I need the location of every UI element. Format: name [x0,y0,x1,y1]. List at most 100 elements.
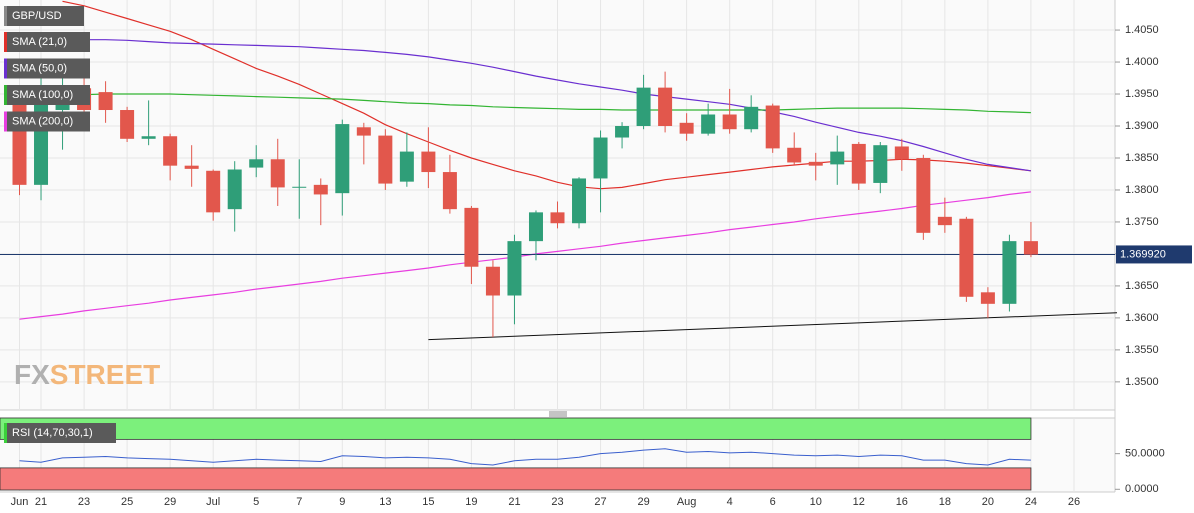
sma-line [19,93,1031,114]
x-tick-label: 9 [339,496,345,508]
x-tick-label: 6 [770,496,776,508]
legend-box [4,58,90,79]
overbought-band [0,417,1032,440]
candle-body [270,159,285,188]
oversold-band [0,467,1032,491]
y-tick-label: 1.3800 [1125,184,1159,196]
candle-body [894,146,909,160]
splitter[interactable] [549,411,567,417]
legend-swatch [4,423,7,443]
candle-body [206,170,221,213]
candle-body [808,161,823,166]
legend-box [4,423,116,443]
x-tick-label: 24 [1025,496,1037,508]
x-tick-label: 4 [727,496,733,508]
x-tick-label: Jul [206,496,220,508]
y-tick-label: 0.0000 [1125,483,1159,495]
x-tick-label: 7 [296,496,302,508]
x-tick-label: 15 [422,496,434,508]
y-tick-label: 1.3950 [1125,88,1159,100]
candle-body [636,87,651,127]
watermark-part: STREET [50,359,160,390]
x-tick-label: 19 [465,496,477,508]
candle-body [399,151,414,182]
candle-body [485,266,500,296]
legend-box [4,32,90,52]
sma-line [62,0,1031,190]
candle-body [658,87,673,127]
candle-body [356,127,371,136]
candle-body [141,136,156,139]
y-tick-label: 1.4000 [1125,56,1159,68]
candle-body [701,114,716,134]
candle-body [765,105,780,149]
sma-line [19,39,1031,172]
x-tick-label: 21 [508,496,520,508]
candle-body [722,114,737,130]
candle-body [98,92,113,111]
legend-label: SMA (100,0) [12,89,73,101]
last-price-box [1116,245,1192,264]
candle-body [787,147,802,163]
x-tick-label: 12 [853,496,865,508]
candle-body [184,165,199,169]
legend-swatch [4,111,7,132]
legend-swatch [4,85,7,105]
candle-body [227,169,242,210]
y-tick-label: 1.3650 [1125,280,1159,292]
legend-swatch [4,6,7,26]
candle-body [335,124,350,194]
candle-body [937,216,952,226]
y-tick-label: 50.0000 [1125,448,1165,460]
legend-label: SMA (50,0) [12,62,67,74]
candle-body [163,136,178,166]
sma-line [19,191,1031,320]
candle-body [572,178,587,224]
y-tick-label: 1.3500 [1125,376,1159,388]
rsi-line [19,448,1031,466]
candle-body [292,186,307,188]
x-tick-label: 20 [982,496,994,508]
y-tick-label: 1.3850 [1125,152,1159,164]
legend-label: SMA (200,0) [12,115,73,127]
x-tick-label: 23 [551,496,563,508]
legend-label: SMA (21,0) [12,36,67,48]
candle-body [550,212,565,224]
x-tick-label: 5 [253,496,259,508]
trendline [428,312,1118,341]
candle-body [830,151,845,165]
legend: GBP/USD SMA (21,0) SMA (50,0) SMA (100,0) SM… [4,6,116,443]
x-tick-label: 16 [896,496,908,508]
candle-body [378,135,393,184]
candle-body [528,212,543,242]
legend-label: GBP/USD [12,10,62,22]
candle-body [615,126,630,138]
candle-body [313,184,328,195]
x-tick-label: Jun [11,496,29,508]
candle-body [1023,241,1038,255]
x-tick-label: 13 [379,496,391,508]
candle-body [421,151,436,173]
candle-body [851,143,866,184]
legend-swatch [4,58,7,79]
candle-body [679,122,694,134]
y-tick-label: 1.4050 [1125,24,1159,36]
legend-label: RSI (14,70,30,1) [12,427,93,439]
candle-body [120,110,135,139]
last-price-label: 1.369920 [1120,248,1166,260]
candle-body [916,157,931,233]
legend-box [4,6,84,26]
y-tick-label: 1.3550 [1125,344,1159,356]
x-tick-label: 21 [35,496,47,508]
candle-body [744,106,759,130]
marks [0,0,1118,491]
y-tick-label: 1.3900 [1125,120,1159,132]
candle-body [507,241,522,296]
watermark: FXSTREET [14,359,160,390]
y-tick-label: 1.3750 [1125,216,1159,228]
grid [0,0,1120,492]
x-tick-label: Aug [677,496,697,508]
candle-body [593,137,608,179]
x-tick-label: 29 [164,496,176,508]
x-tick-label: 25 [121,496,133,508]
